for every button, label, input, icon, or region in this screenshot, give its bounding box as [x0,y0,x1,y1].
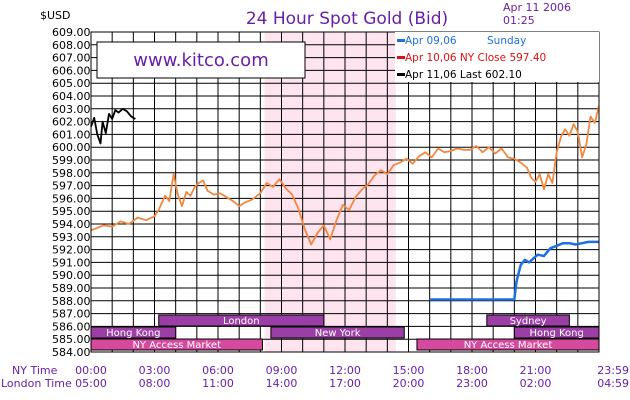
session-bar: New York [270,326,405,339]
y-tick-label: 596.00 [52,192,91,205]
y-tick-label: 590.00 [52,269,91,282]
y-tick-label: 587.00 [52,308,91,321]
x-tick-label: 18:00 [456,364,488,377]
x-tick-label: 21:00 [520,364,552,377]
series-line [90,105,600,246]
y-tick-label: 601.00 [52,128,91,141]
y-tick-label: 603.00 [52,103,91,116]
y-tick-label: 588.00 [52,295,91,308]
y-tick-label: 597.00 [52,180,91,193]
session-bar: Sydney [486,314,570,327]
y-tick-label: 599.00 [52,154,91,167]
x-tick-label: 02:00 [520,377,552,390]
y-tick-label: 586.00 [52,320,91,333]
y-tick-label: 606.00 [52,64,91,77]
y-tick-label: 592.00 [52,244,91,257]
session-bar: NY Access Market [416,338,600,351]
session-label: New York [315,328,361,339]
x-tick-label: 09:00 [266,364,298,377]
y-axis-unit-label: $USD [40,9,71,22]
timestamp-time: 01:25 [503,14,535,27]
legend-entry: Apr 09,06 [405,35,457,47]
legend: Apr 09,06 Sunday Apr 10,06 NY Close 597.40… [395,32,599,82]
y-tick-label: 609.00 [52,26,91,39]
session-label: NY Access Market [464,340,553,351]
watermark-text: www.kitco.com [133,50,268,71]
plot-frame [90,31,600,353]
x-tick-label: 23:00 [456,377,488,390]
session-label: Sydney [510,316,547,327]
session-bar: NY Access Market [90,338,263,351]
x-tick-label: 00:00 [75,364,107,377]
x-tick-label: 12:00 [329,364,361,377]
x-row-label: London Time [1,377,72,390]
x-tick-label: 11:00 [202,377,234,390]
session-label: NY Access Market [132,340,221,351]
highlight-window [264,32,396,352]
x-tick-label: 03:00 [139,364,171,377]
chart-title: 24 Hour Spot Gold (Bid) [246,9,448,29]
y-tick-label: 593.00 [52,231,91,244]
y-tick-label: 589.00 [52,282,91,295]
y-tick-label: 598.00 [52,167,91,180]
legend-swatch [397,73,405,76]
x-tick-label: 06:00 [202,364,234,377]
y-tick-label: 607.00 [52,52,91,65]
session-bar: Hong Kong [90,326,177,339]
session-label: Hong Kong [529,328,583,339]
timestamp-date: Apr 11 2006 [503,1,571,14]
x-tick-label: 17:00 [329,377,361,390]
y-tick-label: 600.00 [52,141,91,154]
watermark-box: www.kitco.com [96,41,306,79]
x-tick-label: 15:00 [393,364,425,377]
y-tick-label: 608.00 [52,39,91,52]
y-tick-label: 605.00 [52,77,91,90]
y-tick-label: 604.00 [52,90,91,103]
x-tick-label: 23:59 [597,364,629,377]
session-label: Hong Kong [106,328,160,339]
x-tick-label: 08:00 [139,377,171,390]
session-label: London [223,316,260,327]
legend-swatch [397,56,405,59]
legend-swatch [397,39,405,42]
y-tick-label: 584.00 [52,346,91,359]
y-tick-label: 595.00 [52,205,91,218]
x-tick-label: 04:59 [597,377,629,390]
x-tick-label: 14:00 [266,377,298,390]
y-tick-label: 591.00 [52,256,91,269]
series-line [90,107,136,145]
legend-entry: Apr 11,06 Last 602.10 [405,69,522,81]
y-tick-label: 594.00 [52,218,91,231]
x-tick-label: 05:00 [75,377,107,390]
legend-entry-extra: Sunday [487,35,526,47]
legend-entry: Apr 10,06 NY Close 597.40 [405,52,546,64]
y-tick-label: 585.00 [52,333,91,346]
legend-box [395,32,599,82]
session-bar: London [158,314,325,327]
y-tick-label: 602.00 [52,116,91,129]
series-line [429,240,599,301]
x-tick-label: 20:00 [393,377,425,390]
session-bar: Hong Kong [513,326,600,339]
x-row-label: NY Time [12,364,58,377]
